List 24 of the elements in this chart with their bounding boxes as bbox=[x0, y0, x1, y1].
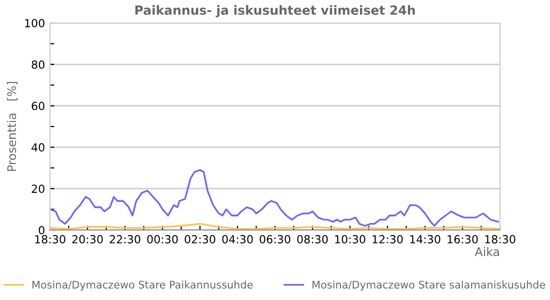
legend-label: Mosina/Dymaczewo Stare Paikannussuhde bbox=[32, 280, 253, 291]
y-tick-label: 100 bbox=[25, 18, 44, 28]
x-tick-label: 06:30 bbox=[260, 235, 290, 244]
x-tick-label: 14:30 bbox=[410, 235, 440, 244]
y-tick-label: 80 bbox=[32, 60, 44, 69]
x-tick-label: 08:30 bbox=[297, 235, 328, 244]
x-tick-label: 18:30 bbox=[485, 235, 516, 244]
x-tick-label: 02:30 bbox=[184, 235, 216, 244]
x-axis-title: Aika bbox=[474, 247, 499, 256]
x-tick-label: 10:30 bbox=[335, 235, 366, 244]
y-tick-label: 0 bbox=[38, 226, 44, 234]
y-tick-label: 40 bbox=[32, 143, 44, 152]
y-tick-label: 20 bbox=[32, 184, 44, 193]
x-tick-label: 00:30 bbox=[147, 235, 178, 244]
legend-label: Mosina/Dymaczewo Stare salamaniskusuhde bbox=[312, 280, 546, 291]
x-tick-label: 20:30 bbox=[72, 235, 103, 244]
y-tick-label: 60 bbox=[32, 102, 44, 110]
x-tick-label: 16:30 bbox=[448, 235, 478, 244]
chart-title: Paikannus- ja iskusuhteet viimeiset 24h bbox=[135, 5, 415, 18]
x-tick-label: 22:30 bbox=[110, 235, 140, 244]
x-tick-label: 04:30 bbox=[222, 235, 253, 244]
x-tick-label: 12:30 bbox=[372, 235, 403, 244]
x-tick-label: 18:30 bbox=[35, 235, 66, 244]
y-axis-title: Prosenttia [%] bbox=[6, 82, 18, 171]
